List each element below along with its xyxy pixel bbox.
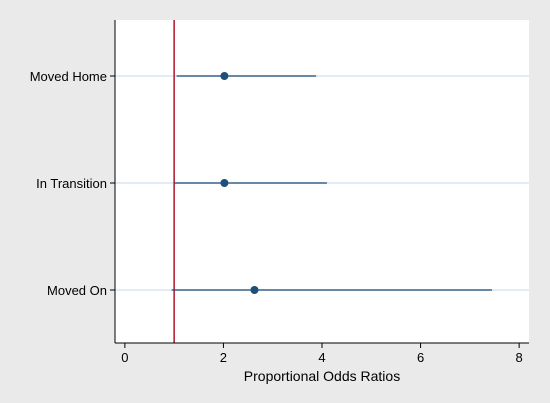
x-tick-label: 6 <box>417 350 424 365</box>
y-tick-label: In Transition <box>36 176 107 191</box>
confidence-intervals <box>171 75 493 291</box>
point-estimates <box>220 72 259 294</box>
x-tick-label: 4 <box>318 350 325 365</box>
x-tick-label: 2 <box>220 350 227 365</box>
plot-area <box>115 20 529 343</box>
point-estimate <box>220 179 229 187</box>
y-tick-label: Moved On <box>47 283 107 298</box>
y-axis-ticks: Moved Home In Transition Moved On <box>30 69 115 298</box>
x-axis-title: Proportional Odds Ratios <box>244 368 400 384</box>
point-estimate <box>250 286 259 294</box>
point-estimate <box>220 72 229 80</box>
x-axis-ticks: 0 2 4 6 8 <box>121 343 523 365</box>
x-tick-label: 8 <box>516 350 523 365</box>
y-tick-label: Moved Home <box>30 69 107 84</box>
x-tick-label: 0 <box>121 350 128 365</box>
